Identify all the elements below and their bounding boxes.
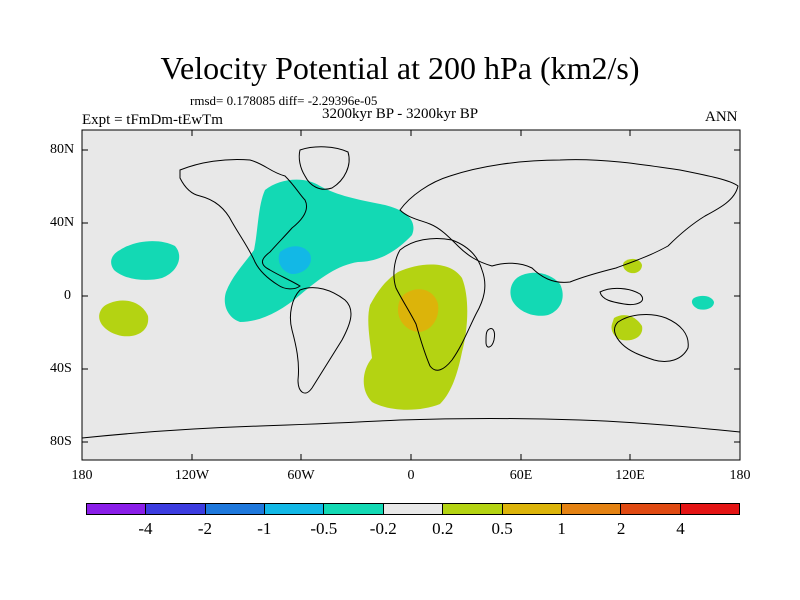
lat-label-80n: 80N bbox=[50, 142, 75, 157]
colorbar-swatch bbox=[324, 504, 384, 514]
positive-anomaly-philippines bbox=[623, 258, 642, 274]
experiment-label: Expt = tFmDm-tEwTm bbox=[82, 112, 223, 128]
coastline-antarctica bbox=[81, 418, 741, 439]
colorbar-swatch bbox=[443, 504, 503, 514]
coastline-australia bbox=[614, 314, 689, 362]
colorbar-swatch bbox=[621, 504, 681, 514]
colorbar-label: 0.2 bbox=[432, 519, 454, 538]
colorbar-label: 2 bbox=[616, 519, 626, 538]
colorbar-label: 4 bbox=[676, 519, 685, 538]
positive-anomaly-central-pacific bbox=[99, 300, 149, 337]
coastline-greenland bbox=[298, 146, 350, 190]
lon-label-120w: 120W bbox=[174, 468, 210, 483]
negative-core-caribbean bbox=[278, 246, 311, 274]
colorbar-swatch bbox=[265, 504, 325, 514]
coastline-africa bbox=[393, 237, 486, 371]
coastline-maritime-continent bbox=[599, 287, 644, 305]
lat-label-80s: 80S bbox=[50, 434, 72, 449]
map-title: Velocity Potential at 200 hPa (km2/s) bbox=[160, 50, 640, 86]
negative-anomaly-indian-ocean bbox=[510, 272, 563, 316]
lat-label-0: 0 bbox=[64, 288, 71, 303]
lat-label-40s: 40S bbox=[50, 361, 72, 376]
period-label: 3200kyr BP - 3200kyr BP bbox=[322, 106, 479, 122]
positive-core-central-africa bbox=[398, 289, 439, 332]
negative-anomaly-north-atlantic bbox=[224, 179, 414, 322]
positive-anomaly-south-atlantic bbox=[363, 264, 468, 410]
colorbar-label: -2 bbox=[197, 519, 212, 538]
colorbar-swatch bbox=[680, 504, 739, 514]
coastline-north-america bbox=[179, 159, 307, 290]
lon-label-120e: 120E bbox=[615, 468, 645, 483]
colorbar-label: -0.2 bbox=[369, 519, 397, 538]
lon-label-180w: 180 bbox=[71, 468, 93, 483]
colorbar-label: -1 bbox=[257, 519, 272, 538]
colorbar-swatch bbox=[205, 504, 266, 514]
colorbar bbox=[86, 503, 740, 515]
lon-label-0: 0 bbox=[407, 468, 415, 483]
negative-anomaly-west-pacific bbox=[691, 295, 714, 310]
season-label: ANN bbox=[705, 109, 738, 125]
colorbar-label: 0.5 bbox=[491, 519, 513, 538]
colorbar-swatch bbox=[87, 504, 147, 514]
lat-label-40n: 40N bbox=[50, 215, 75, 230]
tick-marks bbox=[81, 130, 741, 460]
colorbar-swatch bbox=[383, 504, 444, 514]
lon-label-180e: 180 bbox=[729, 468, 751, 483]
coastlines bbox=[81, 146, 741, 439]
stats-label: rmsd= 0.178085 diff= -2.29396e-05 bbox=[190, 93, 378, 108]
lon-label-60e: 60E bbox=[509, 468, 533, 483]
coastline-madagascar bbox=[485, 327, 495, 348]
coastline-eurasia bbox=[399, 159, 739, 283]
colorbar-swatch bbox=[561, 504, 622, 514]
colorbar-label: 1 bbox=[557, 519, 566, 538]
lon-label-60w: 60W bbox=[287, 468, 315, 483]
colorbar-swatch bbox=[146, 504, 206, 514]
negative-anomaly-north-pacific bbox=[111, 241, 180, 280]
colorbar-label: -0.5 bbox=[310, 519, 338, 538]
colorbar-label: -4 bbox=[138, 519, 153, 538]
coastline-south-america bbox=[289, 287, 352, 394]
colorbar-swatch bbox=[502, 504, 562, 514]
